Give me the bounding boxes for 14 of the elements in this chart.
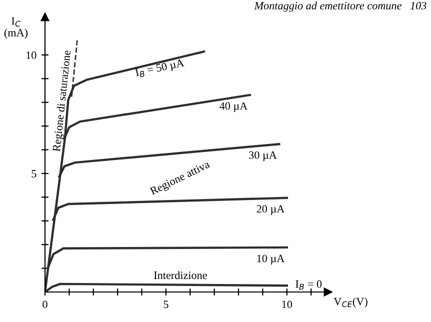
text: I$_{B}$ = 50 µA [134, 58, 185, 79]
x-tick-label: 0 [42, 300, 48, 308]
annotation: Interdizione [154, 271, 207, 280]
series-label: 40 µA [220, 102, 248, 112]
x-axis-title: V$_{CE}$(V) [334, 298, 368, 308]
series-label: 20 µA [256, 205, 285, 215]
series-label: 10 µA [257, 254, 285, 264]
annotation: Regione di saturazione [52, 50, 73, 152]
x-tick-label: 5 [164, 300, 168, 308]
x-tick-label: 10 [282, 300, 292, 308]
y-axis-title: I$_{C}$ (mA) [4, 17, 28, 39]
series-label: 30 µA [249, 151, 277, 162]
series-label: I$_{B}$ = 0 [296, 280, 322, 290]
text: Montaggio ad emettitore comune 103 [254, 2, 426, 12]
